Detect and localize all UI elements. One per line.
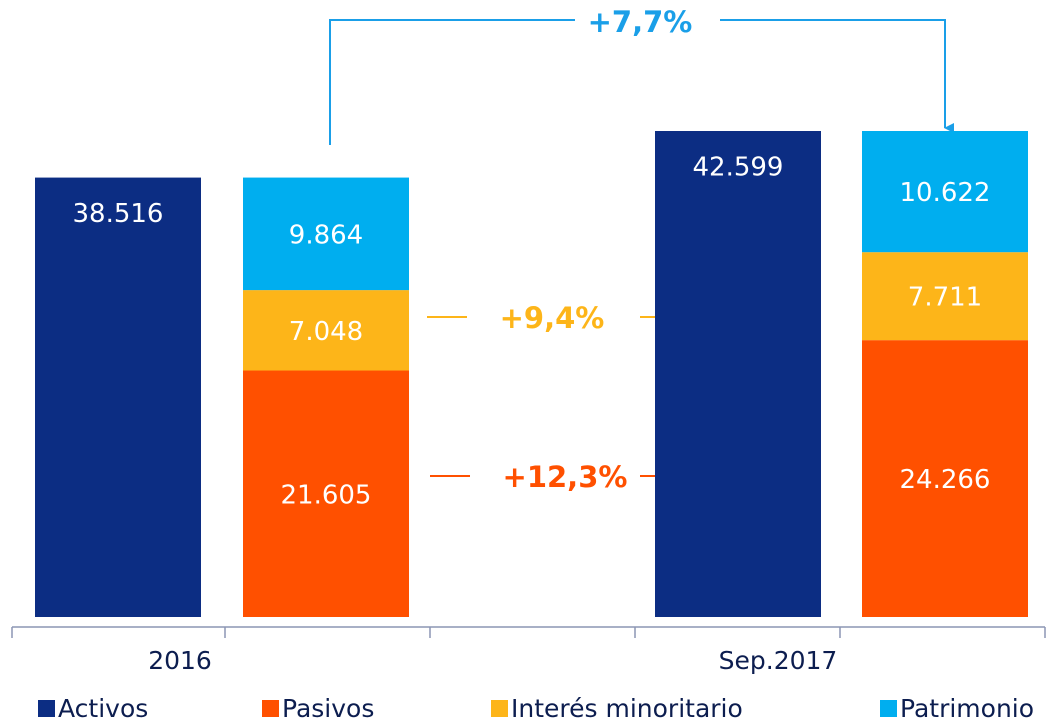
- bar: [35, 177, 201, 618]
- x-tick-label: Sep.2017: [719, 646, 838, 675]
- data-label: 10.622: [900, 178, 991, 208]
- data-label: 38.516: [73, 199, 164, 229]
- data-label: 21.605: [281, 480, 372, 510]
- data-label: 24.266: [900, 465, 991, 495]
- bar-segment: [862, 252, 1028, 341]
- legend-label: Patrimonio: [900, 694, 1034, 723]
- data-label: 7.711: [908, 283, 982, 313]
- data-label: 9.864: [289, 220, 363, 250]
- bar-segment: [243, 370, 409, 617]
- data-label: 42.599: [693, 153, 784, 183]
- legend-label: Activos: [58, 694, 148, 723]
- legend-label: Pasivos: [282, 694, 374, 723]
- annotation: +7,7%: [588, 5, 693, 39]
- legend-swatch: [38, 700, 55, 717]
- bar-segment: [243, 177, 409, 291]
- bar-segment: [862, 340, 1028, 617]
- x-tick-label: 2016: [148, 646, 212, 675]
- bar-segment: [862, 131, 1028, 253]
- bar-segment: [243, 290, 409, 371]
- legend-label: Interés minoritario: [511, 694, 743, 723]
- data-label: 7.048: [289, 317, 363, 347]
- arrows: [329, 19, 954, 481]
- annotation: +9,4%: [500, 301, 605, 335]
- legend-swatch: [491, 700, 508, 717]
- annotation: +12,3%: [503, 460, 628, 494]
- bar: [655, 131, 821, 617]
- axis: [11, 626, 1046, 638]
- legend-swatch: [262, 700, 279, 717]
- legend-swatch: [880, 700, 897, 717]
